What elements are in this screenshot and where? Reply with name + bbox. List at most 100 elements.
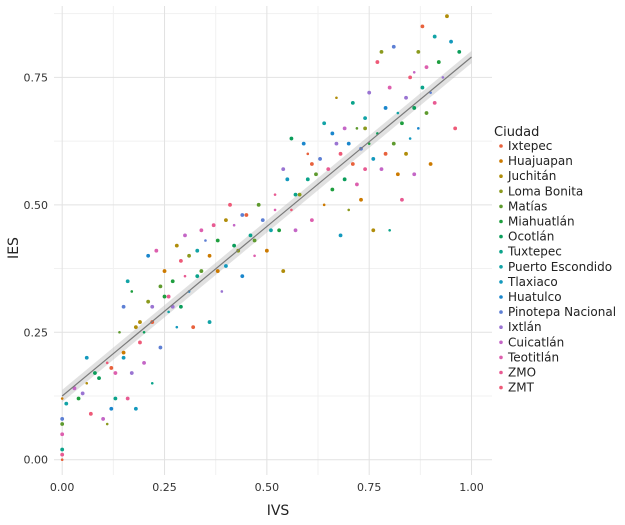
legend-label: ZMT	[508, 381, 535, 395]
data-point	[204, 239, 207, 242]
data-point	[436, 60, 441, 64]
data-point	[264, 248, 269, 253]
legend-key	[499, 355, 503, 360]
data-point	[84, 355, 89, 360]
legend-key	[499, 159, 503, 163]
data-point	[60, 422, 65, 426]
data-point	[453, 126, 458, 131]
data-point	[207, 253, 212, 258]
x-tick-label: 0.25	[152, 481, 177, 494]
data-point	[133, 325, 138, 330]
data-point	[396, 111, 400, 115]
legend-title: Ciudad	[494, 125, 539, 140]
data-point	[322, 203, 326, 207]
data-point	[457, 49, 462, 54]
data-point	[290, 208, 293, 212]
data-point	[215, 238, 220, 243]
data-point	[449, 39, 453, 44]
data-point	[142, 330, 146, 334]
data-point	[60, 447, 65, 452]
data-point	[285, 177, 290, 182]
data-point	[76, 396, 81, 401]
legend-item: Ixtepec	[499, 139, 552, 153]
data-point	[363, 116, 368, 121]
data-point	[273, 193, 277, 196]
legend-item: Loma Bonita	[499, 184, 583, 198]
data-point	[158, 345, 163, 350]
data-point	[183, 274, 187, 278]
data-point	[322, 121, 327, 126]
data-point	[72, 386, 77, 391]
legend-key	[499, 385, 503, 390]
data-point	[432, 100, 437, 105]
data-point	[412, 70, 416, 74]
data-point	[428, 162, 433, 166]
data-point	[252, 238, 257, 243]
data-point	[375, 60, 380, 64]
data-point	[355, 182, 359, 187]
data-point	[178, 304, 183, 309]
legend-key	[499, 370, 503, 375]
data-point	[395, 172, 400, 177]
data-point	[260, 218, 265, 223]
legend-item: Matías	[499, 199, 547, 213]
data-point	[416, 49, 421, 54]
legend-key	[499, 174, 503, 178]
y-tick-label: 0.25	[24, 326, 49, 339]
data-point	[432, 34, 437, 39]
data-point	[105, 361, 109, 365]
data-point	[220, 290, 224, 293]
data-point	[244, 213, 249, 217]
data-point	[150, 381, 154, 385]
data-point	[388, 229, 391, 232]
data-point	[88, 411, 93, 416]
data-point	[314, 172, 318, 177]
y-axis-label: IES	[6, 237, 22, 259]
data-point	[232, 243, 237, 248]
legend-item: Puerto Escondido	[499, 260, 612, 274]
data-point	[293, 228, 298, 233]
data-point	[256, 202, 261, 207]
data-point	[383, 151, 388, 156]
data-point	[248, 233, 253, 238]
data-point	[142, 360, 146, 365]
data-point	[391, 44, 396, 49]
legend-item: Juchitán	[499, 169, 556, 183]
legend-label: Huajuapan	[508, 154, 573, 168]
data-point	[93, 371, 97, 375]
data-point	[215, 269, 220, 273]
data-point	[269, 228, 273, 233]
data-point	[211, 223, 216, 228]
data-point	[404, 151, 408, 156]
data-point	[80, 391, 85, 396]
data-point	[281, 269, 286, 273]
data-point	[146, 299, 151, 304]
fit-line	[61, 56, 472, 397]
data-point	[195, 248, 200, 253]
x-axis-label: IVS	[267, 503, 290, 519]
data-point	[174, 243, 179, 248]
data-point	[379, 167, 384, 172]
data-point	[138, 320, 142, 324]
data-point	[338, 151, 343, 156]
data-point	[101, 417, 106, 421]
data-point	[273, 208, 277, 212]
data-point	[424, 111, 429, 115]
legend-key	[499, 340, 503, 345]
x-tick-label: 1.00	[459, 481, 484, 494]
data-point	[424, 65, 429, 70]
data-point	[175, 325, 179, 329]
data-point	[162, 294, 167, 299]
data-point	[404, 95, 408, 100]
data-point	[199, 228, 204, 233]
legend-key	[499, 325, 503, 330]
data-point	[371, 228, 376, 233]
data-point	[146, 253, 151, 258]
y-tick-label: 0.75	[24, 71, 49, 84]
data-point	[60, 452, 65, 457]
data-point	[154, 248, 159, 253]
data-point	[121, 304, 126, 309]
data-point	[400, 121, 404, 126]
data-point	[240, 213, 245, 217]
